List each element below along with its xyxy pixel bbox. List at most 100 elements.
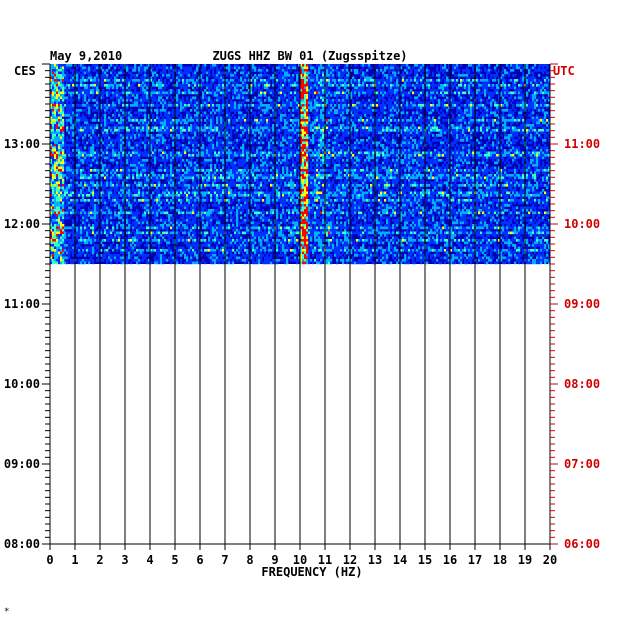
heatmap-cell (212, 116, 215, 120)
heatmap-cell (508, 99, 511, 102)
heatmap-cell (442, 119, 445, 122)
heatmap-cell (200, 86, 203, 90)
heatmap-cell (296, 104, 299, 107)
heatmap-cell (168, 74, 171, 77)
heatmap-cell (498, 109, 501, 112)
heatmap-cell (78, 99, 81, 102)
heatmap-cell (66, 89, 69, 92)
heatmap-cell (180, 114, 183, 117)
heatmap-cell (368, 126, 371, 130)
heatmap-cell (128, 96, 131, 100)
heatmap-cell (328, 134, 331, 137)
heatmap-cell (514, 109, 517, 112)
heatmap-cell (202, 91, 205, 95)
heatmap-cell (182, 104, 185, 107)
heatmap-cell (190, 96, 193, 100)
heatmap-cell (52, 134, 55, 137)
heatmap-cell (304, 136, 307, 140)
heatmap-cell (332, 101, 335, 105)
heatmap-cell (308, 64, 311, 67)
heatmap-cell (266, 86, 269, 90)
heatmap-cell (100, 136, 103, 140)
heatmap-cell (52, 104, 55, 107)
heatmap-cell (372, 131, 375, 135)
heatmap-cell (144, 99, 147, 102)
heatmap-cell (450, 99, 453, 102)
heatmap-cell (394, 109, 397, 112)
heatmap-cell (326, 66, 329, 70)
heatmap-cell (310, 99, 313, 102)
heatmap-cell (456, 126, 459, 130)
heatmap-cell (330, 101, 333, 105)
heatmap-cell (302, 134, 305, 137)
heatmap-cell (252, 131, 255, 135)
heatmap-cell (144, 71, 147, 75)
heatmap-cell (140, 89, 143, 92)
heatmap-cell (230, 101, 233, 105)
heatmap-cell (126, 94, 129, 97)
heatmap-cell (322, 71, 325, 75)
heatmap-cell (136, 131, 139, 135)
heatmap-cell (260, 96, 263, 100)
heatmap-cell (376, 74, 379, 77)
heatmap-cell (84, 116, 87, 120)
heatmap-cell (364, 91, 367, 95)
heatmap-cell (498, 126, 501, 130)
heatmap-cell (260, 124, 263, 127)
heatmap-cell (376, 69, 379, 72)
heatmap-cell (230, 136, 233, 140)
heatmap-cell (442, 114, 445, 117)
heatmap-cell (526, 119, 529, 122)
heatmap-cell (482, 126, 485, 130)
heatmap-cell (448, 121, 451, 125)
heatmap-cell (242, 134, 245, 137)
heatmap-cell (266, 121, 269, 125)
heatmap-cell (506, 119, 509, 122)
heatmap-cell (166, 74, 169, 77)
heatmap-cell (284, 109, 287, 112)
heatmap-cell (244, 79, 247, 82)
heatmap-cell (156, 114, 159, 117)
heatmap-cell (442, 94, 445, 97)
heatmap-cell (268, 126, 271, 130)
heatmap-cell (60, 84, 63, 87)
heatmap-cell (248, 116, 251, 120)
heatmap-cell (462, 131, 465, 135)
heatmap-cell (212, 119, 215, 122)
heatmap-cell (312, 136, 315, 140)
heatmap-cell (86, 104, 89, 107)
heatmap-cell (292, 126, 295, 130)
heatmap-cell (278, 91, 281, 95)
heatmap-cell (336, 69, 339, 72)
heatmap-cell (172, 74, 175, 77)
heatmap-cell (486, 126, 489, 130)
heatmap-cell (214, 84, 217, 87)
heatmap-cell (390, 129, 393, 132)
heatmap-cell (272, 94, 275, 97)
heatmap-cell (266, 116, 269, 120)
heatmap-cell (102, 91, 105, 95)
heatmap-cell (420, 126, 423, 130)
heatmap-cell (244, 96, 247, 100)
heatmap-cell (438, 111, 441, 115)
heatmap-cell (306, 66, 309, 70)
heatmap-cell (410, 136, 413, 140)
heatmap-cell (176, 71, 179, 75)
heatmap-cell (338, 79, 341, 82)
heatmap-cell (544, 119, 547, 122)
heatmap-cell (346, 106, 349, 110)
heatmap-cell (206, 81, 209, 85)
heatmap-cell (278, 96, 281, 100)
heatmap-cell (156, 134, 159, 137)
heatmap-cell (294, 109, 297, 112)
heatmap-cell (394, 126, 397, 130)
heatmap-cell (212, 134, 215, 137)
heatmap-cell (126, 84, 129, 87)
heatmap-cell (56, 66, 59, 70)
heatmap-cell (56, 71, 59, 75)
heatmap-cell (72, 106, 75, 110)
heatmap-cell (334, 121, 337, 125)
heatmap-cell (280, 84, 283, 87)
heatmap-cell (214, 104, 217, 107)
heatmap-cell (490, 109, 493, 112)
